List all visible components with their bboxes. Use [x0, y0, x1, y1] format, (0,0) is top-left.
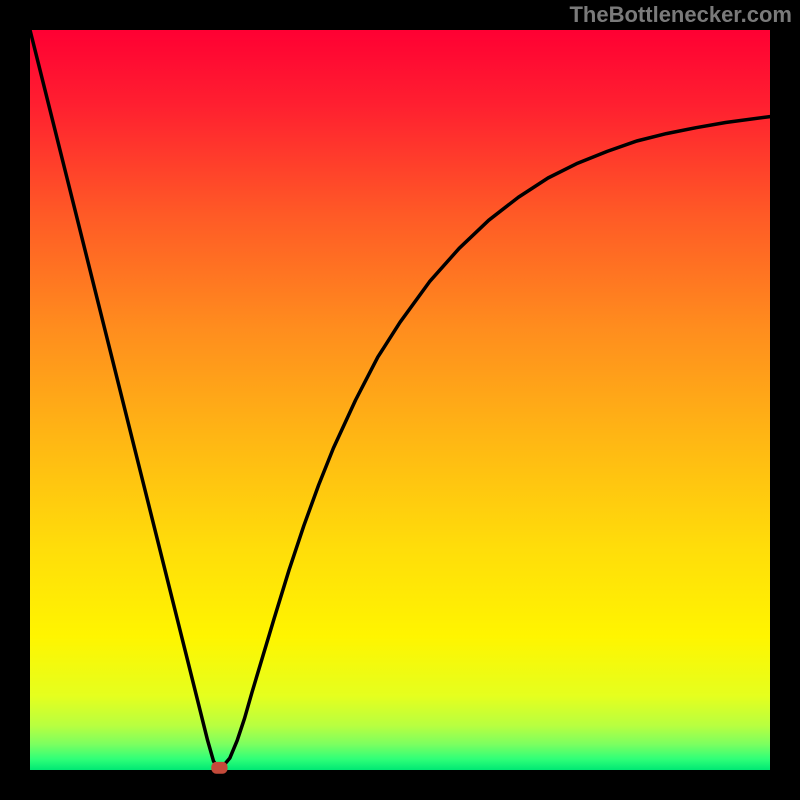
watermark-label: TheBottlenecker.com — [569, 2, 792, 28]
chart-gradient-background — [30, 30, 770, 770]
optimum-marker — [211, 762, 227, 774]
bottleneck-chart — [0, 0, 800, 800]
chart-frame: TheBottlenecker.com — [0, 0, 800, 800]
